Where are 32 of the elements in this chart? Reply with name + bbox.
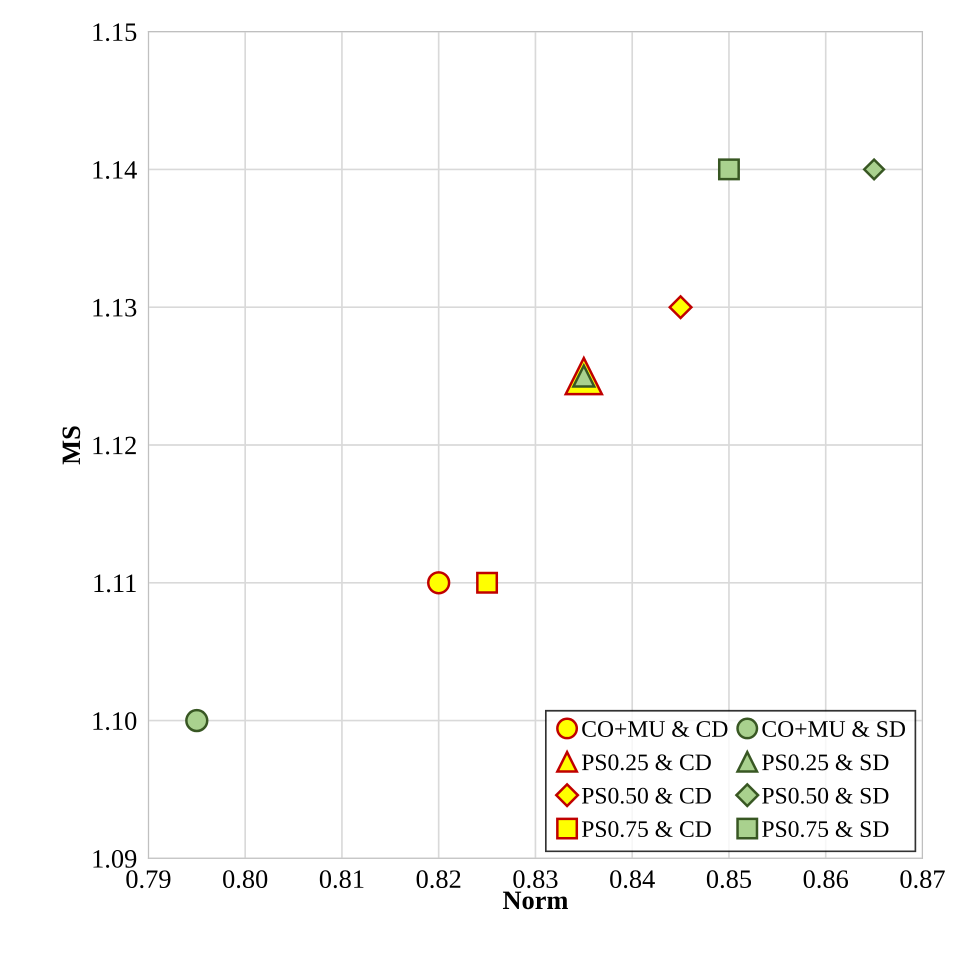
x-tick-label: 0.83	[513, 870, 558, 888]
y-axis-title: MS	[62, 426, 80, 464]
legend-label: PS0.50 & SD	[762, 788, 888, 804]
x-tick-label: 0.79	[126, 870, 170, 888]
x-axis-title: Norm	[502, 892, 568, 910]
y-tick-label: 1.11	[94, 574, 136, 592]
point	[863, 158, 886, 180]
point	[668, 295, 693, 320]
legend-label: PS0.25 & SD	[762, 754, 888, 770]
y-tick-label: 1.13	[93, 298, 136, 317]
x-tick-label: 0.82	[416, 870, 460, 888]
x-tick-label: 0.81	[320, 870, 364, 888]
point	[427, 571, 450, 594]
point	[185, 708, 208, 732]
x-tick-label: 0.85	[706, 870, 752, 888]
y-tick-label: 1.09	[93, 850, 136, 868]
legend-label: CO+MU & CD	[582, 721, 728, 737]
x-tick-label: 0.87	[900, 870, 945, 888]
x-tick-label: 0.80	[223, 870, 268, 888]
point	[476, 572, 498, 594]
y-tick-label: 1.10	[93, 712, 136, 730]
y-tick-label: 1.15	[93, 23, 136, 42]
legend-label: PS0.25 & CD	[582, 754, 711, 770]
legend-label: PS0.75 & SD	[762, 821, 888, 838]
y-tick-label: 1.12	[93, 436, 136, 455]
y-tick-label: 1.14	[93, 161, 137, 179]
point	[718, 158, 740, 180]
legend-label: PS0.50 & CD	[582, 788, 711, 804]
x-tick-label: 0.86	[804, 870, 848, 888]
legend-label: CO+MU & SD	[762, 721, 905, 737]
legend-label: PS0.75 & CD	[582, 821, 711, 838]
x-tick-label: 0.84	[610, 870, 655, 888]
